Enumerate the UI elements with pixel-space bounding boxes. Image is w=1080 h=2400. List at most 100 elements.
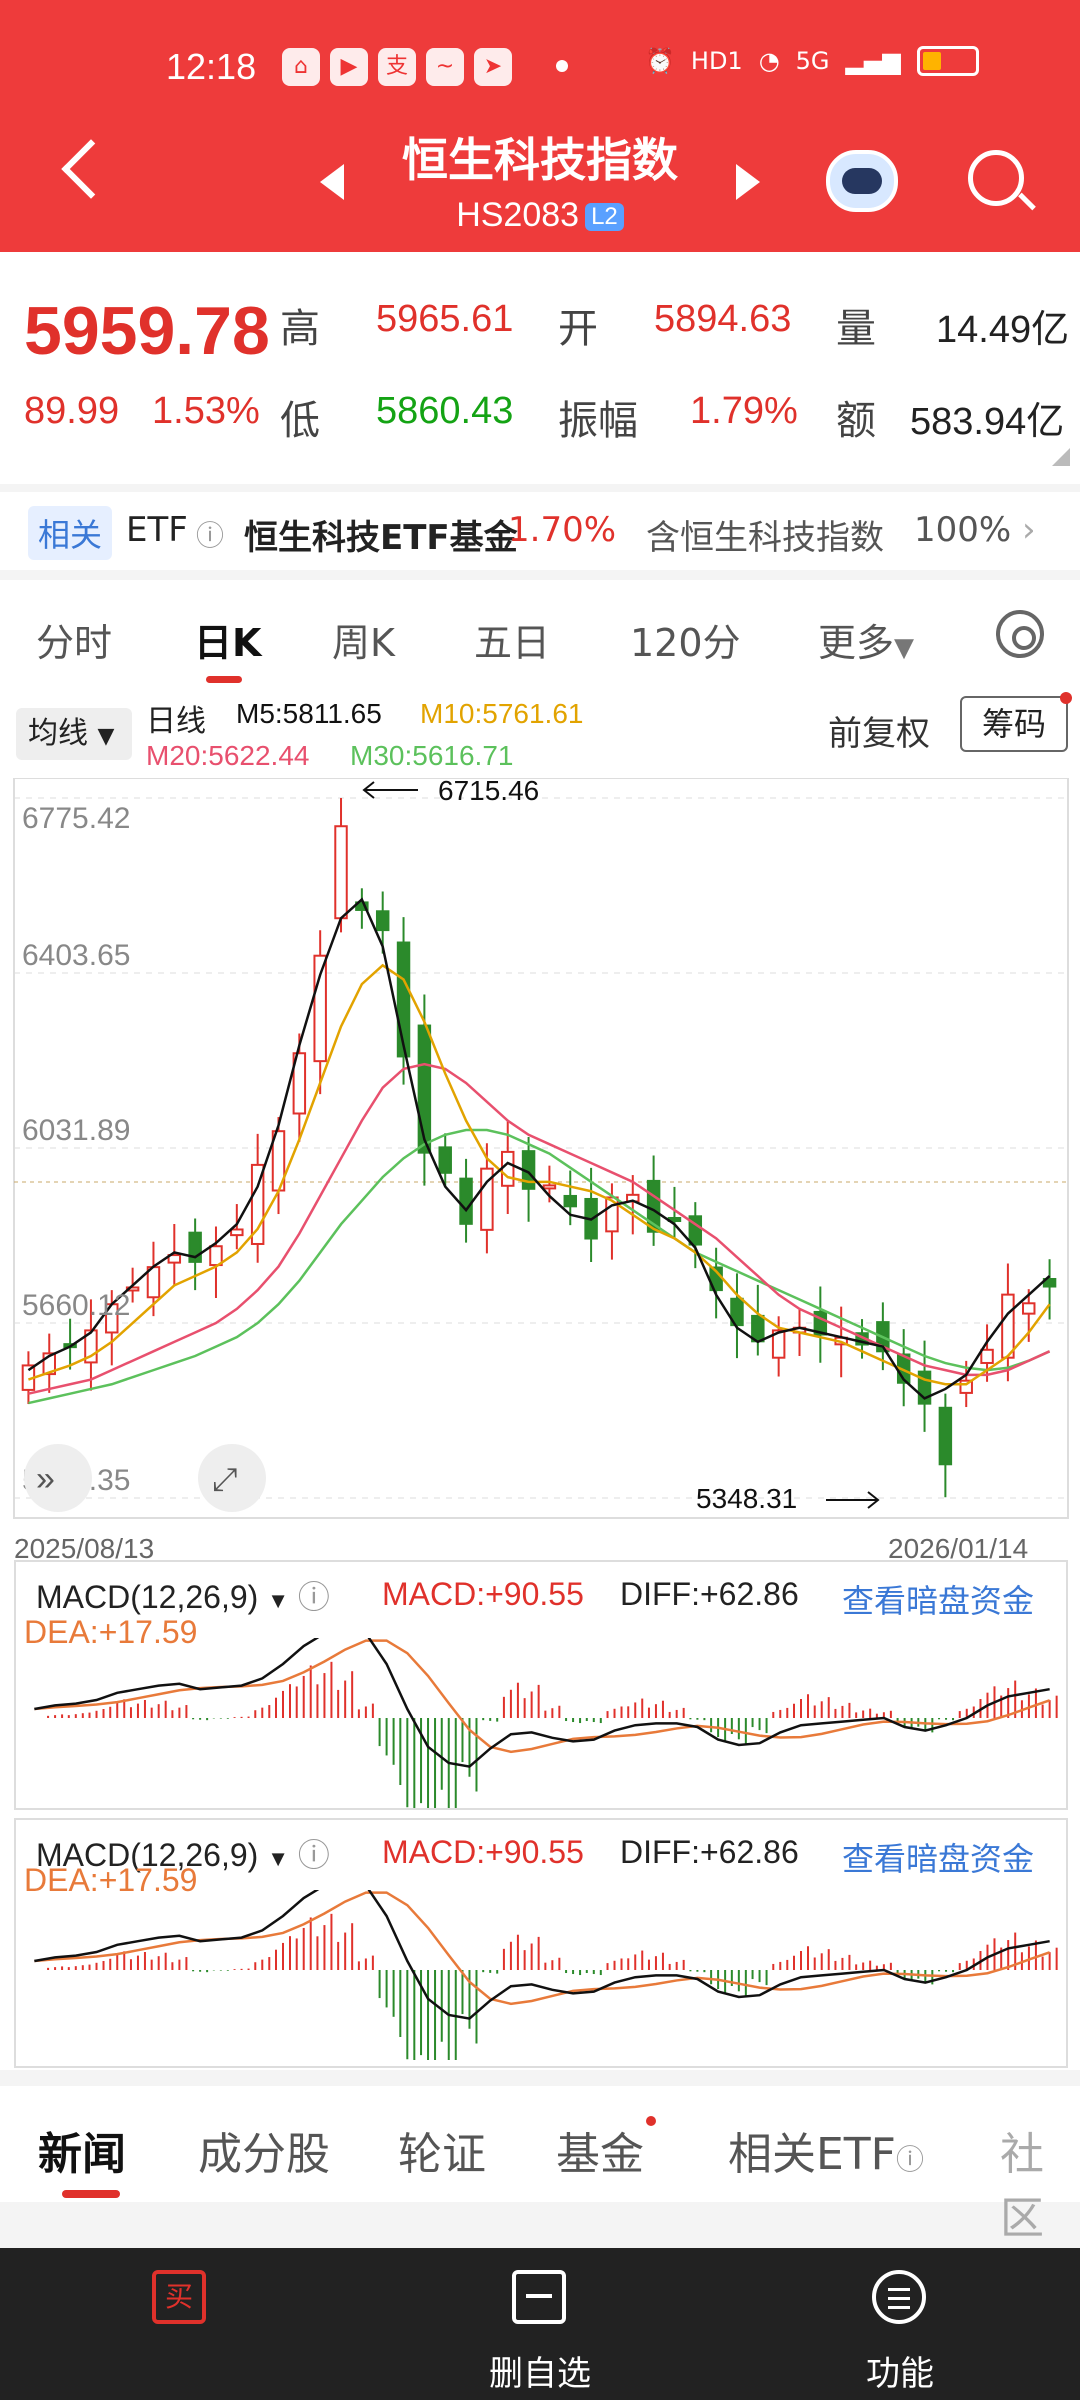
dea-value: DEA:+17.59 <box>24 1862 198 1898</box>
notify-dot <box>1060 692 1072 704</box>
macd-panel-2[interactable]: MACD(12,26,9) ▼ ⓘ MACD:+90.55 DIFF:+62.8… <box>14 1818 1068 2068</box>
chips-button[interactable]: 筹码 <box>960 696 1068 752</box>
status-time: 12:18 <box>166 46 257 87</box>
candle-body <box>688 1215 703 1246</box>
menu-icon[interactable] <box>872 2270 926 2324</box>
change-value: 89.99 <box>24 390 120 432</box>
status-app-icons: ⌂ ▶ 支 ~ ➤ <box>282 48 512 86</box>
etf-pct: 1.70% <box>508 510 617 550</box>
tab-related-etf[interactable]: 相关ETFⓘ <box>728 2118 924 2182</box>
expand-corner-icon[interactable] <box>1052 448 1070 466</box>
candle-body <box>396 941 411 1058</box>
status-bar: 12:18 ⌂ ▶ 支 ~ ➤ ⏰ HD1 ◔ 5G ▂▄▆ <box>0 46 1080 96</box>
macd-panel-1[interactable]: MACD(12,26,9) ▼ ⓘ MACD:+90.55 DIFF:+62.8… <box>14 1560 1068 1810</box>
tab-intraday[interactable]: 分时 <box>36 621 113 665</box>
candle-body <box>42 1352 56 1376</box>
candle-body <box>438 1146 452 1174</box>
header: 12:18 ⌂ ▶ 支 ~ ➤ ⏰ HD1 ◔ 5G ▂▄▆ 恒生科技指数 HS… <box>0 0 1080 252</box>
help-icon[interactable]: ⓘ <box>297 1837 330 1873</box>
macd-svg-1 <box>34 1638 1058 1808</box>
signal-bars-icon: ▂▄▆ <box>845 47 901 75</box>
dark-pool-link[interactable]: 查看暗盘资金 <box>842 1583 1035 1619</box>
candle-body <box>417 1024 432 1154</box>
candle-body <box>230 1228 244 1237</box>
candle-body <box>501 1150 515 1187</box>
status-right: ⏰ HD1 ◔ 5G ▂▄▆ <box>645 46 979 76</box>
tab-community[interactable]: 社区 <box>1000 2129 1044 2244</box>
adjust-mode[interactable]: 前复权 <box>828 714 930 754</box>
prev-index-icon[interactable] <box>320 164 344 200</box>
double-chevron-icon: » <box>36 1460 55 1498</box>
tab-daily[interactable]: 日K <box>194 621 262 665</box>
help-icon[interactable]: ⓘ <box>196 519 225 552</box>
etf-desc: 含恒生科技指数 <box>646 518 884 558</box>
ma-selector[interactable]: 均线 ▼ <box>16 708 132 760</box>
page-title: 恒生科技指数 <box>402 133 678 187</box>
period-tabs: 分时 日K 周K 五日 120分 更多▼ <box>0 580 1080 684</box>
candle-body <box>771 1329 786 1359</box>
battery-icon <box>916 46 979 76</box>
last-price: 5959.78 <box>24 293 270 369</box>
low-value: 5860.43 <box>376 390 514 432</box>
macd-label-text: MACD(12,26,9) <box>36 1837 259 1873</box>
tab-news[interactable]: 新闻 <box>38 2129 126 2180</box>
remove-watchlist-icon[interactable] <box>512 2270 566 2324</box>
high-value: 5965.61 <box>376 298 514 340</box>
macd-svg-2 <box>34 1890 1058 2060</box>
macd-value: MACD:+90.55 <box>382 1834 584 1870</box>
quote-panel: 5959.78 89.99 1.53% 高 5965.61 低 5860.43 … <box>0 252 1080 484</box>
buy-icon[interactable]: 买 <box>152 2270 206 2324</box>
tab-warrants[interactable]: 轮证 <box>398 2129 486 2180</box>
candle-body <box>813 1310 828 1336</box>
help-icon[interactable]: ⓘ <box>297 1579 330 1615</box>
tab-more[interactable]: 更多▼ <box>818 612 914 667</box>
app-pay-icon: 支 <box>378 48 416 86</box>
candle-body <box>167 1254 182 1264</box>
macd-label[interactable]: MACD(12,26,9) ▼ ⓘ <box>36 1572 330 1618</box>
macd-value: MACD:+90.55 <box>382 1576 584 1612</box>
x-start-label: 2025/08/13 <box>14 1533 154 1564</box>
info-tabs: 新闻 成分股 轮证 基金 相关ETFⓘ 社区 <box>0 2086 1080 2244</box>
ma30-line <box>28 1128 1051 1405</box>
legend-m10: M10:5761.61 <box>420 698 584 729</box>
amp-label: 振幅 <box>558 398 638 444</box>
caret-down-icon: ▼ <box>267 1588 289 1613</box>
kline-chart-area: 均线 ▼ 日线 M5:5811.65 M10:5761.61 M20:5622.… <box>0 684 1080 2070</box>
diff-line <box>34 1890 1050 2020</box>
fullscreen-icon: ⤢ <box>212 1461 238 1497</box>
amount-value: 583.94亿 <box>910 401 1065 443</box>
function-label[interactable]: 功能 <box>866 2354 934 2394</box>
app-send-icon: ➤ <box>474 48 512 86</box>
tab-constituents[interactable]: 成分股 <box>198 2129 330 2180</box>
candle-body <box>938 1406 953 1466</box>
tab-weekly[interactable]: 周K <box>332 621 395 665</box>
remove-watchlist-label[interactable]: 删自选 <box>489 2354 591 2394</box>
high-arrow-head <box>362 781 375 799</box>
related-etf-bar[interactable]: 相关 ETF ⓘ 恒生科技ETF基金 1.70% 含恒生科技指数 100% › <box>0 492 1080 570</box>
settings-icon[interactable] <box>996 610 1044 658</box>
next-index-icon[interactable] <box>736 164 760 200</box>
index-code-text: HS2083 <box>456 196 580 234</box>
tab-five-day[interactable]: 五日 <box>474 621 551 665</box>
candle-body <box>980 1348 994 1364</box>
signal-icon: 5G <box>795 47 830 75</box>
dark-pool-link[interactable]: 查看暗盘资金 <box>842 1841 1035 1877</box>
macd-label[interactable]: MACD(12,26,9) ▼ ⓘ <box>36 1830 330 1876</box>
app-notify-icon: ⌂ <box>282 48 320 86</box>
tab-funds[interactable]: 基金 <box>556 2129 644 2180</box>
candle-body <box>917 1370 932 1405</box>
candle-body <box>1022 1302 1036 1315</box>
caret-down-icon: ▼ <box>894 633 915 663</box>
candle-body <box>542 1184 557 1190</box>
search-icon[interactable] <box>968 150 1024 206</box>
etf-name: 恒生科技ETF基金 <box>244 518 518 558</box>
tab-more-label: 更多 <box>818 621 895 665</box>
robot-assistant-icon[interactable] <box>826 150 898 212</box>
low-arrow-head <box>867 1491 880 1509</box>
tab-120min[interactable]: 120分 <box>630 621 741 665</box>
alarm-icon: ⏰ <box>645 47 675 75</box>
legend-m5: M5:5811.65 <box>236 698 382 729</box>
caret-down-icon: ▼ <box>267 1846 289 1871</box>
tab-underline <box>206 676 242 683</box>
